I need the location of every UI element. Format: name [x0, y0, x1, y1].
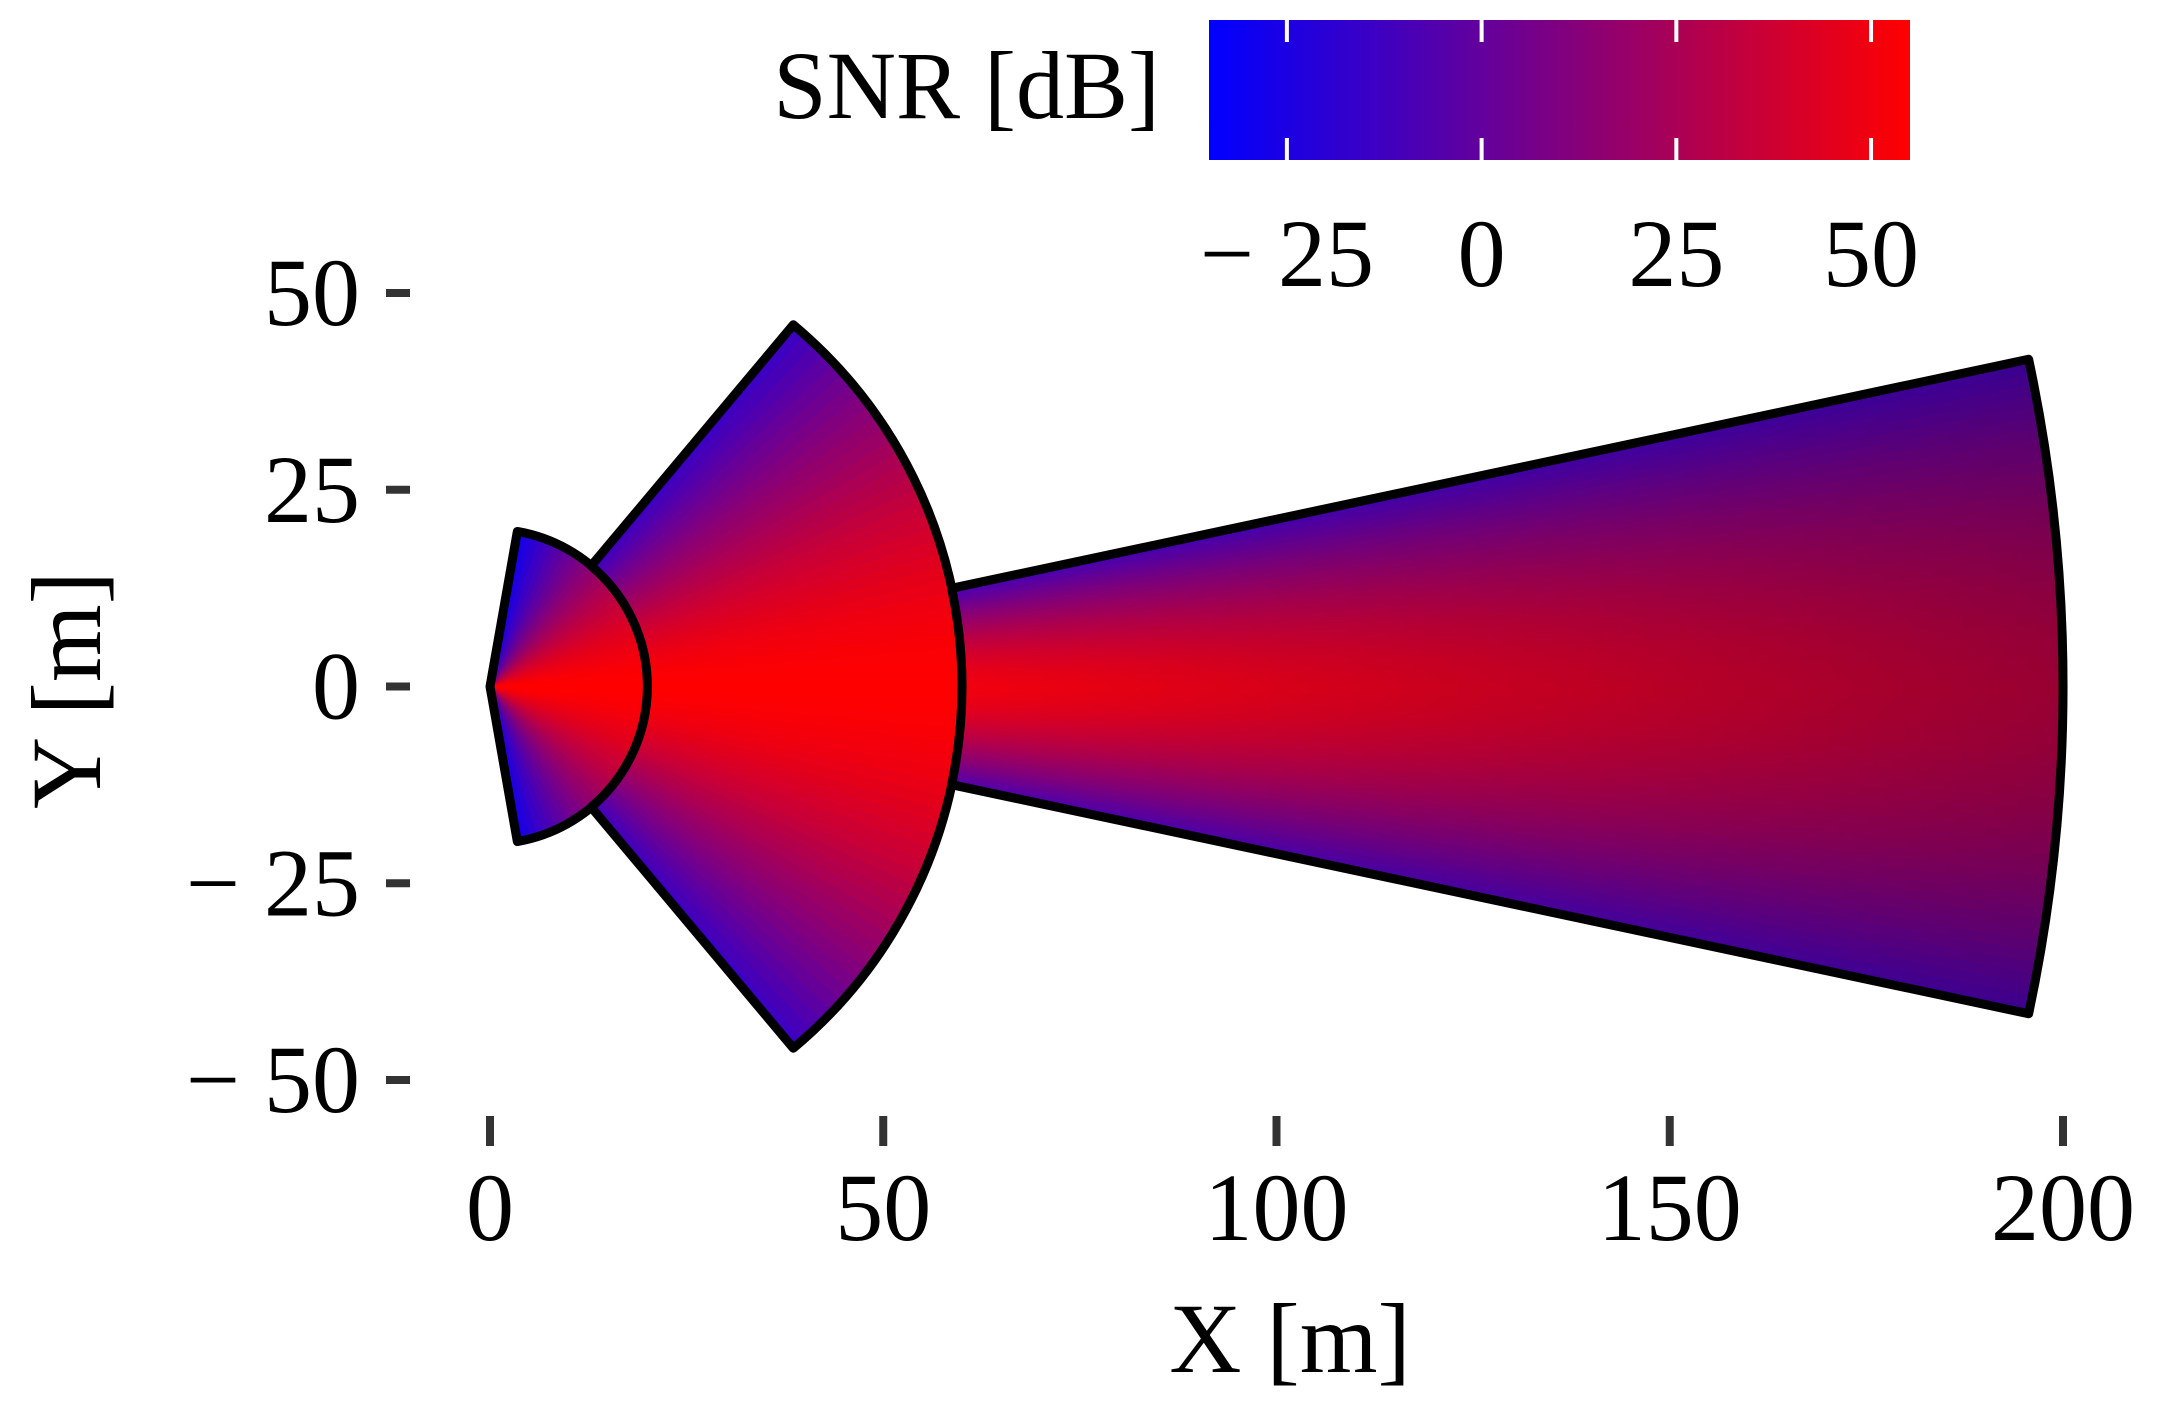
x-tick-label: 0 — [466, 1154, 514, 1261]
y-tick-label: 0 — [312, 633, 360, 740]
colorbar-tick-label: 0 — [1458, 200, 1506, 307]
x-tick-label: 100 — [1205, 1154, 1349, 1261]
coverage-sectors — [485, 320, 2068, 1053]
colorbar: SNR [dB] − 25 0 25 50 — [773, 20, 1919, 307]
y-tick-label: 25 — [264, 436, 360, 543]
y-axis-label: Y [m] — [11, 571, 122, 809]
coverage-sector-far — [947, 354, 2068, 1019]
colorbar-gradient — [1209, 20, 1910, 160]
y-tick-label: 50 — [264, 239, 360, 346]
x-axis-label: X [m] — [1169, 1283, 1411, 1394]
x-tick-label: 150 — [1598, 1154, 1742, 1261]
coverage-sector-near — [485, 526, 653, 847]
colorbar-label: SNR [dB] — [773, 32, 1160, 139]
axes: X [m] Y [m] 0 50 100 150 200 50 25 0 − 25 − 50 — [11, 239, 2135, 1394]
sector-outline — [586, 320, 967, 1053]
x-tick-label: 50 — [835, 1154, 931, 1261]
y-tick-label: − 50 — [186, 1026, 360, 1133]
colorbar-tick-label: − 25 — [1200, 200, 1374, 307]
sector-outline — [947, 354, 2068, 1019]
x-tick-label: 200 — [1991, 1154, 2135, 1261]
colorbar-tick-label: 25 — [1628, 200, 1724, 307]
colorbar-tick-label: 50 — [1823, 200, 1919, 307]
y-tick-label: − 25 — [186, 829, 360, 936]
